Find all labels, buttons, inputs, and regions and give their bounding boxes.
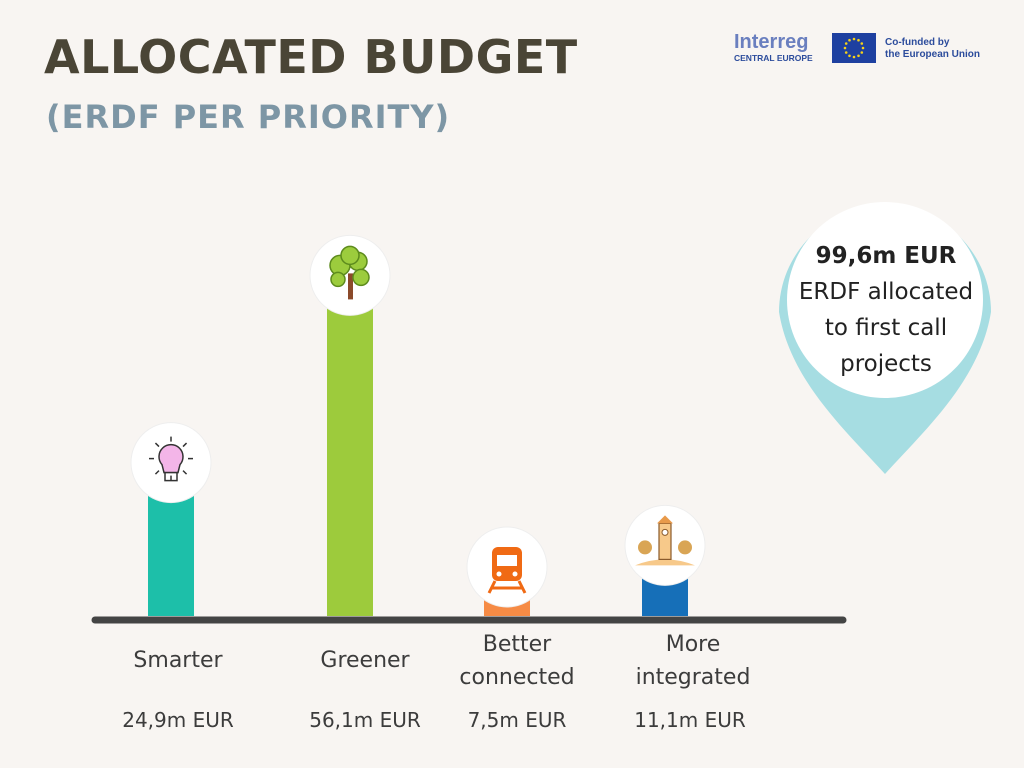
total-amount: 99,6m EUR [815,243,957,269]
total-callout-pin [779,202,991,474]
cofund-line-2: the European Union [885,49,980,60]
category-label-line: integrated [635,665,751,690]
tree-icon [309,234,391,316]
category-label-line: Greener [320,648,410,673]
category-label-line: More [665,632,721,657]
page-subtitle: (ERDF PER PRIORITY) [46,98,451,136]
value-label-better-connected: 7,5m EUR [467,708,567,732]
category-label-line: Smarter [133,648,223,673]
lightbulb-icon [130,422,212,504]
bar-smarter [148,466,194,616]
logo-brand: Interreg [734,31,809,53]
value-label-more-integrated: 11,1m EUR [634,708,746,732]
category-label-more-integrated: More integrated [613,628,773,694]
value-label-smarter: 24,9m EUR [122,708,234,732]
page-title: ALLOCATED BUDGET [44,30,578,84]
cofund-line-1: Co-funded by [885,37,950,48]
callout-line-2: to first call [824,315,948,341]
cofund-text: Co-funded by the European Union [885,37,980,61]
total-callout-text: 99,6m EUR ERDF allocated to first call p… [786,238,986,382]
town-icon [624,504,706,586]
category-label-line: connected [459,665,575,690]
category-label-better-connected: Better connected [437,628,597,694]
category-label-smarter: Smarter [98,644,258,677]
category-label-greener: Greener [285,644,445,677]
callout-line-1: ERDF allocated [798,279,974,305]
eu-flag-icon [832,33,876,63]
interreg-logo: Interreg CENTRAL EUROPE Co-funded by the… [734,32,984,66]
train-icon [466,526,548,608]
logo-region: CENTRAL EUROPE [734,53,813,63]
category-label-line: Better [482,632,552,657]
bar-greener [327,279,373,616]
callout-line-3: projects [840,351,932,377]
value-label-greener: 56,1m EUR [309,708,421,732]
